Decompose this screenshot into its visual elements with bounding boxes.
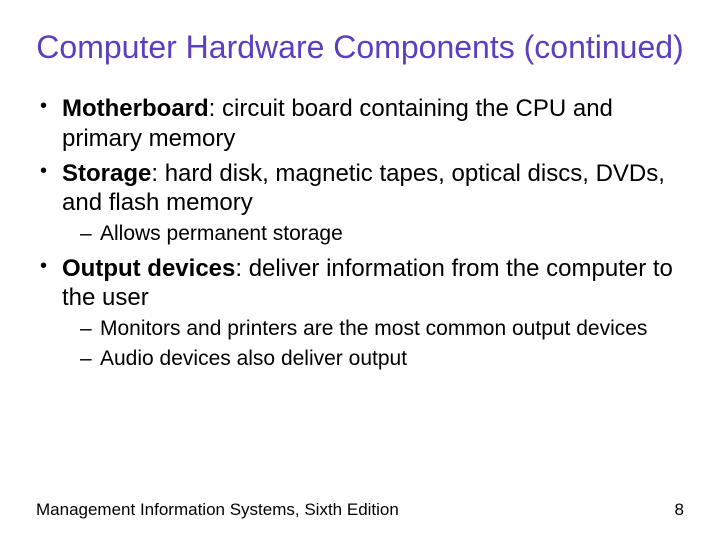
desc: : hard disk, magnetic tapes, optical dis… — [62, 160, 665, 216]
sub-item: Monitors and printers are the most commo… — [62, 316, 684, 342]
sub-list: Allows permanent storage — [62, 221, 684, 247]
bullet-list: Motherboard: circuit board containing th… — [36, 94, 684, 372]
term: Output devices — [62, 255, 235, 282]
list-item: Motherboard: circuit board containing th… — [36, 94, 684, 153]
page-number: 8 — [675, 500, 684, 520]
list-item: Storage: hard disk, magnetic tapes, opti… — [36, 159, 684, 248]
term: Storage — [62, 160, 151, 187]
sub-list: Monitors and printers are the most commo… — [62, 316, 684, 373]
list-item: Output devices: deliver information from… — [36, 254, 684, 373]
sub-item: Allows permanent storage — [62, 221, 684, 247]
sub-item: Audio devices also deliver output — [62, 346, 684, 372]
slide-title: Computer Hardware Components (continued) — [36, 28, 684, 66]
term: Motherboard — [62, 95, 209, 122]
footer-text: Management Information Systems, Sixth Ed… — [36, 500, 399, 520]
